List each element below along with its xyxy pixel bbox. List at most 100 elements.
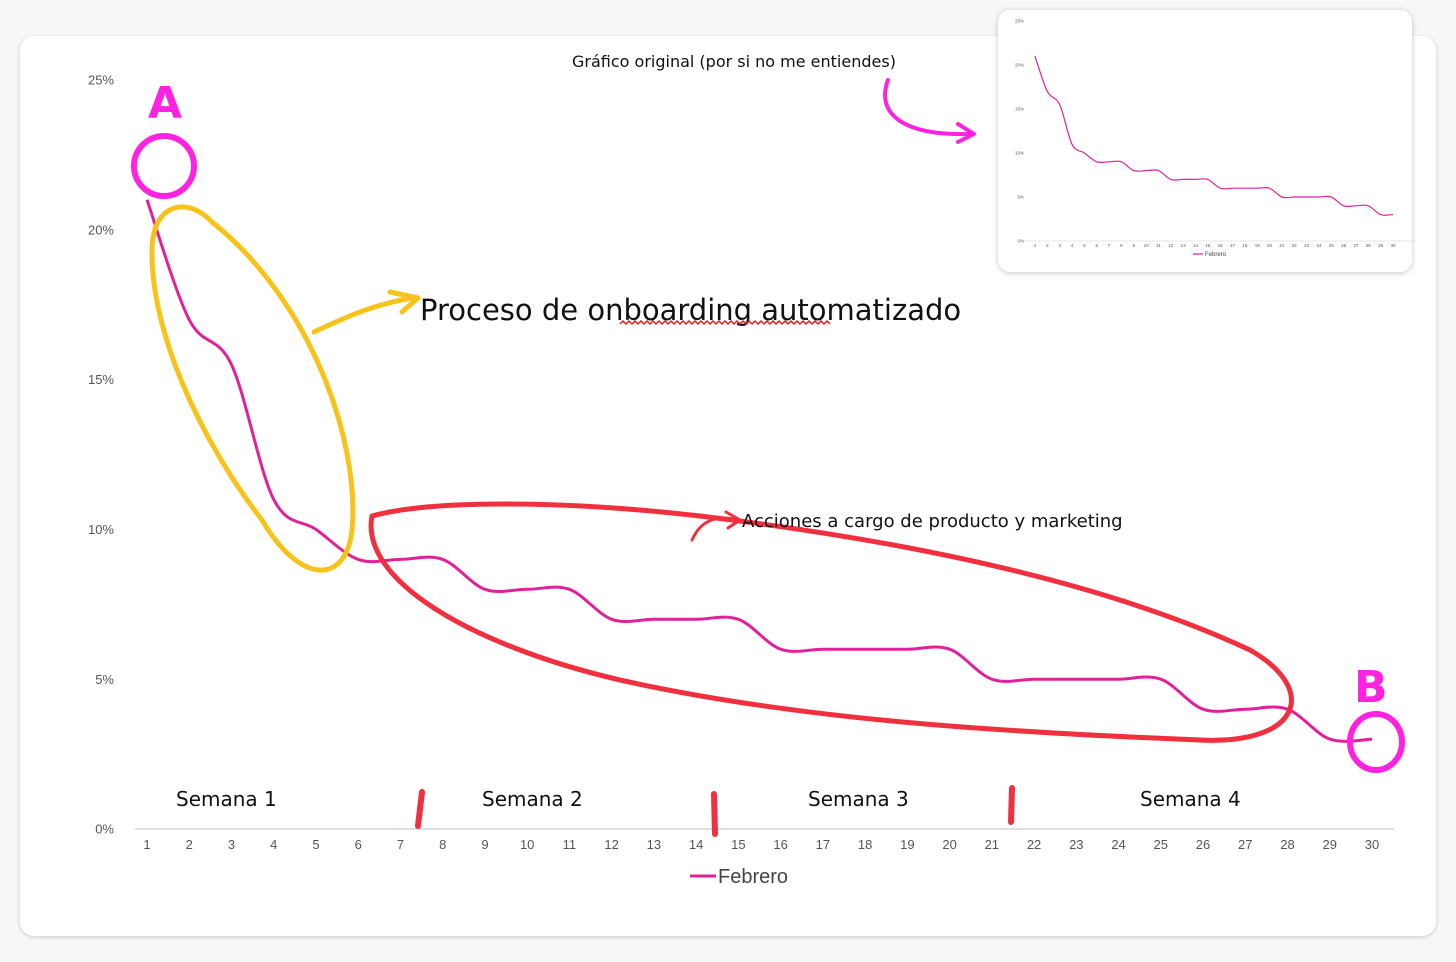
legend-label: Febrero bbox=[1205, 252, 1227, 258]
point-a-circle bbox=[131, 133, 197, 199]
x-tick-label: 27 bbox=[1238, 837, 1252, 852]
x-tick-label: 4 bbox=[1071, 243, 1074, 248]
y-tick-label: 25% bbox=[1015, 19, 1024, 24]
x-tick-label: 1 bbox=[143, 837, 150, 852]
x-tick-label: 19 bbox=[1255, 243, 1261, 248]
x-tick-label: 25 bbox=[1329, 243, 1335, 248]
x-tick-label: 10 bbox=[1144, 243, 1150, 248]
x-tick-label: 18 bbox=[1242, 243, 1248, 248]
x-tick-label: 17 bbox=[1230, 243, 1236, 248]
x-tick-label: 29 bbox=[1323, 837, 1337, 852]
y-tick-label: 10% bbox=[88, 522, 114, 537]
x-tick-label: 22 bbox=[1292, 243, 1298, 248]
y-tick-label: 0% bbox=[95, 822, 114, 837]
x-tick-label: 10 bbox=[520, 837, 534, 852]
x-tick-label: 3 bbox=[228, 837, 235, 852]
week-separator-3 bbox=[1008, 785, 1015, 825]
series-line-febrero bbox=[145, 199, 1373, 743]
x-tick-label: 9 bbox=[1133, 243, 1136, 248]
x-tick-label: 19 bbox=[900, 837, 914, 852]
x-tick-label: 6 bbox=[355, 837, 362, 852]
x-tick-label: 7 bbox=[397, 837, 404, 852]
week-label-3: Semana 3 bbox=[808, 787, 909, 811]
x-tick-label: 20 bbox=[942, 837, 956, 852]
x-tick-label: 14 bbox=[689, 837, 703, 852]
x-tick-label: 26 bbox=[1341, 243, 1347, 248]
inset-arrow-icon bbox=[883, 78, 976, 144]
y-tick-label: 5% bbox=[95, 672, 114, 687]
week-separator-2 bbox=[711, 791, 718, 837]
week-label-2: Semana 2 bbox=[482, 787, 583, 811]
x-tick-label: 8 bbox=[439, 837, 446, 852]
actions-arrow-icon bbox=[690, 510, 742, 542]
y-tick-label: 10% bbox=[1015, 151, 1024, 156]
x-tick-label: 21 bbox=[985, 837, 999, 852]
point-b-label: B bbox=[1354, 662, 1388, 713]
x-tick-label: 23 bbox=[1304, 243, 1310, 248]
x-tick-label: 26 bbox=[1196, 837, 1210, 852]
x-tick-label: 17 bbox=[816, 837, 830, 852]
x-tick-label: 18 bbox=[858, 837, 872, 852]
x-tick-label: 15 bbox=[731, 837, 745, 852]
x-tick-label: 22 bbox=[1027, 837, 1041, 852]
y-tick-label: 20% bbox=[1015, 63, 1024, 68]
x-tick-label: 13 bbox=[647, 837, 661, 852]
x-tick-label: 11 bbox=[563, 837, 577, 852]
x-tick-label: 12 bbox=[604, 837, 618, 852]
x-tick-label: 16 bbox=[1218, 243, 1224, 248]
x-tick-label: 14 bbox=[1193, 243, 1199, 248]
x-tick-label: 5 bbox=[1083, 243, 1086, 248]
x-tick-label: 13 bbox=[1181, 243, 1187, 248]
x-tick-label: 2 bbox=[186, 837, 193, 852]
x-tick-label: 24 bbox=[1111, 837, 1125, 852]
x-tick-label: 15 bbox=[1205, 243, 1211, 248]
x-tick-label: 30 bbox=[1390, 243, 1396, 248]
week-label-1: Semana 1 bbox=[176, 787, 277, 811]
onboarding-ellipse bbox=[149, 204, 356, 573]
x-tick-label: 16 bbox=[773, 837, 787, 852]
x-tick-label: 9 bbox=[481, 837, 488, 852]
y-tick-label: 15% bbox=[88, 372, 114, 387]
x-tick-label: 8 bbox=[1120, 243, 1123, 248]
x-tick-label: 2 bbox=[1046, 243, 1049, 248]
x-tick-label: 30 bbox=[1365, 837, 1379, 852]
inset-chart: 0%5%10%15%20%25%1 2 3 4 5 6 7 8 9 10 11 12 13 14 15 16 1… bbox=[1015, 19, 1415, 258]
x-tick-label: 6 bbox=[1095, 243, 1098, 248]
y-tick-label: 15% bbox=[1015, 107, 1024, 112]
x-tick-label: 28 bbox=[1366, 243, 1372, 248]
x-tick-label: 20 bbox=[1267, 243, 1273, 248]
point-b-circle bbox=[1347, 711, 1405, 773]
actions-ellipse bbox=[368, 501, 1294, 743]
week-separator-1 bbox=[415, 789, 425, 829]
week-label-4: Semana 4 bbox=[1140, 787, 1241, 811]
axis-layer: 0%5%10%15%20%25%1 2 3 4 5 6 7 8 9 10 11 12 13 14 15 16 1… bbox=[88, 73, 1394, 888]
x-tick-label: 21 bbox=[1279, 243, 1285, 248]
x-tick-label: 1 bbox=[1034, 243, 1037, 248]
original-chart-card bbox=[998, 10, 1412, 272]
point-a-label: A bbox=[148, 78, 182, 129]
series-line-febrero bbox=[1034, 55, 1394, 216]
onboarding-label: Proceso de onboarding automatizado bbox=[420, 293, 961, 327]
y-tick-label: 25% bbox=[88, 73, 114, 88]
actions-label: Acciones a cargo de producto y marketing bbox=[742, 511, 1123, 532]
x-tick-label: 4 bbox=[270, 837, 277, 852]
x-tick-label: 5 bbox=[312, 837, 319, 852]
x-tick-label: 27 bbox=[1353, 243, 1359, 248]
x-tick-label: 12 bbox=[1168, 243, 1174, 248]
y-tick-label: 0% bbox=[1017, 239, 1024, 244]
y-tick-label: 5% bbox=[1017, 195, 1024, 200]
x-tick-label: 7 bbox=[1108, 243, 1111, 248]
x-tick-label: 11 bbox=[1156, 243, 1161, 248]
annotation-layer: A B Proceso de onboarding automatizado A… bbox=[131, 52, 1405, 837]
x-tick-label: 23 bbox=[1069, 837, 1083, 852]
inset-caption: Gráfico original (por si no me entiendes… bbox=[572, 52, 896, 71]
x-tick-label: 24 bbox=[1316, 243, 1322, 248]
legend-label: Febrero bbox=[718, 866, 788, 888]
x-tick-label: 3 bbox=[1058, 243, 1061, 248]
spellcheck-underline bbox=[619, 319, 831, 326]
y-tick-label: 20% bbox=[88, 222, 114, 237]
onboarding-arrow-icon bbox=[311, 289, 421, 335]
x-tick-label: 29 bbox=[1378, 243, 1384, 248]
x-tick-label: 28 bbox=[1280, 837, 1294, 852]
